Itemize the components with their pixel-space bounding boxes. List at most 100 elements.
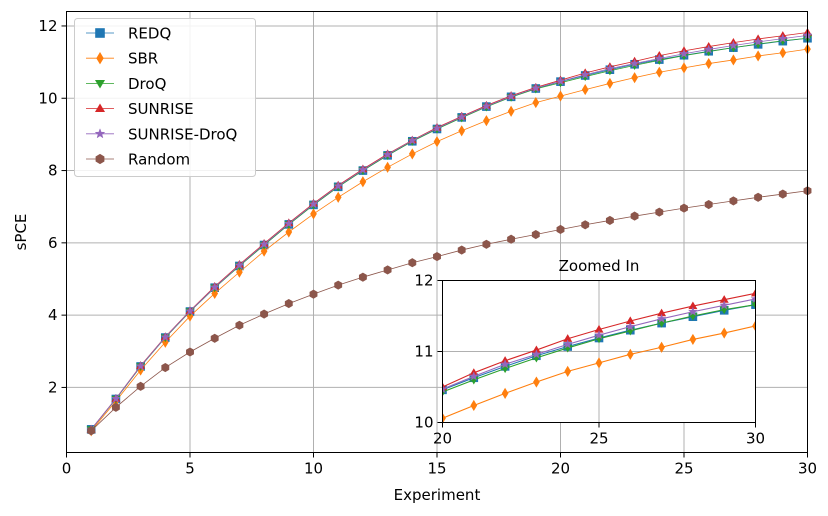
inset-data-point — [720, 327, 728, 339]
data-point — [581, 220, 590, 230]
inset-data-point — [501, 387, 509, 399]
data-point — [260, 309, 269, 319]
data-point — [161, 363, 170, 373]
data-point — [629, 58, 640, 68]
inset-series — [442, 288, 756, 423]
inset-y-tick-label: 11 — [414, 343, 433, 361]
legend-label: SBR — [128, 50, 158, 68]
inset-data-point — [564, 365, 572, 377]
inset-data-point — [531, 349, 542, 359]
data-point — [705, 57, 713, 70]
data-point — [333, 180, 344, 191]
data-point — [506, 91, 516, 101]
inset-data-point — [533, 376, 540, 388]
main-series — [86, 27, 813, 437]
y-tick-label: 4 — [48, 306, 58, 324]
legend-item-sunrise: SUNRISE — [86, 100, 194, 118]
series-line — [90, 190, 808, 432]
data-point — [408, 148, 416, 160]
inset-data-point — [625, 321, 636, 331]
data-point — [310, 208, 317, 220]
inset-ticks: 20 25 30 10 11 12 — [414, 272, 765, 448]
legend-marker — [94, 128, 106, 139]
x-tick-label: 15 — [427, 460, 446, 478]
data-point — [532, 97, 540, 109]
inset-data-point — [658, 341, 665, 353]
legend-label: REDQ — [128, 25, 171, 43]
data-point — [730, 54, 737, 66]
data-point — [457, 245, 466, 255]
data-point — [308, 199, 319, 209]
y-tick-label: 12 — [38, 17, 57, 35]
data-point — [136, 381, 145, 391]
legend-marker — [94, 79, 106, 89]
data-point — [581, 83, 589, 96]
data-point — [433, 252, 441, 262]
data-point — [432, 123, 442, 133]
data-point — [605, 215, 614, 225]
data-point — [285, 226, 293, 238]
x-tick-label: 20 — [551, 460, 570, 478]
data-point — [557, 90, 564, 102]
inset-data-point — [719, 300, 730, 310]
data-point — [507, 105, 515, 117]
legend-marker — [94, 103, 106, 113]
inset-title: Zoomed In — [559, 257, 640, 275]
data-point — [729, 196, 738, 206]
data-point — [605, 63, 615, 73]
inset-data-point — [500, 359, 510, 369]
data-point — [754, 50, 762, 62]
data-point — [359, 176, 367, 188]
data-point — [260, 245, 268, 257]
data-point — [777, 33, 788, 43]
data-point — [555, 76, 566, 86]
data-point — [631, 72, 638, 84]
inset-zoom: 20 25 30 10 11 12 Zoomed In — [414, 257, 765, 448]
data-point — [728, 40, 739, 50]
legend-marker — [95, 153, 105, 165]
inset-data-point — [688, 306, 698, 316]
series-line — [90, 34, 808, 430]
data-point — [408, 258, 417, 268]
inset-data-point — [656, 313, 667, 323]
inset-data-point — [595, 357, 603, 369]
data-point — [456, 111, 467, 122]
data-point — [483, 115, 490, 127]
data-point — [111, 402, 120, 412]
data-point — [779, 47, 787, 59]
data-point — [358, 164, 368, 174]
data-point — [135, 360, 146, 371]
series-sunrise-droq — [86, 30, 813, 434]
y-axis-label: sPCE — [12, 214, 30, 251]
data-point — [259, 239, 269, 249]
x-tick-label: 10 — [304, 460, 323, 478]
legend-label: Random — [128, 151, 190, 169]
legend-item-redq: REDQ — [86, 25, 171, 43]
data-point — [703, 44, 714, 54]
inset-x-tick-label: 30 — [746, 430, 765, 448]
inset-data-point — [442, 383, 448, 394]
data-point — [655, 66, 663, 78]
inset-data-point — [752, 320, 756, 332]
x-tick-label: 25 — [674, 460, 693, 478]
data-point — [211, 287, 219, 300]
inset-data-point — [689, 333, 697, 346]
data-point — [210, 333, 219, 343]
y-tick-label: 6 — [48, 234, 58, 252]
data-point — [160, 332, 171, 342]
data-point — [754, 192, 763, 202]
inset-y-tick-label: 10 — [414, 414, 433, 432]
data-point — [679, 48, 689, 58]
x-axis-label: Experiment — [394, 486, 481, 504]
legend: REDQ SBR DroQ SUNRISE SUNRISE-DroQ Random — [74, 18, 256, 177]
data-point — [580, 69, 591, 79]
y-tick-label: 10 — [38, 89, 57, 107]
data-point — [778, 189, 787, 199]
x-tick-label: 5 — [185, 460, 195, 478]
data-point — [185, 306, 195, 316]
data-point — [283, 218, 294, 228]
inset-data-point — [750, 288, 756, 297]
legend-marker — [96, 51, 104, 65]
data-point — [680, 62, 688, 74]
legend-label: SUNRISE-DroQ — [128, 125, 237, 143]
